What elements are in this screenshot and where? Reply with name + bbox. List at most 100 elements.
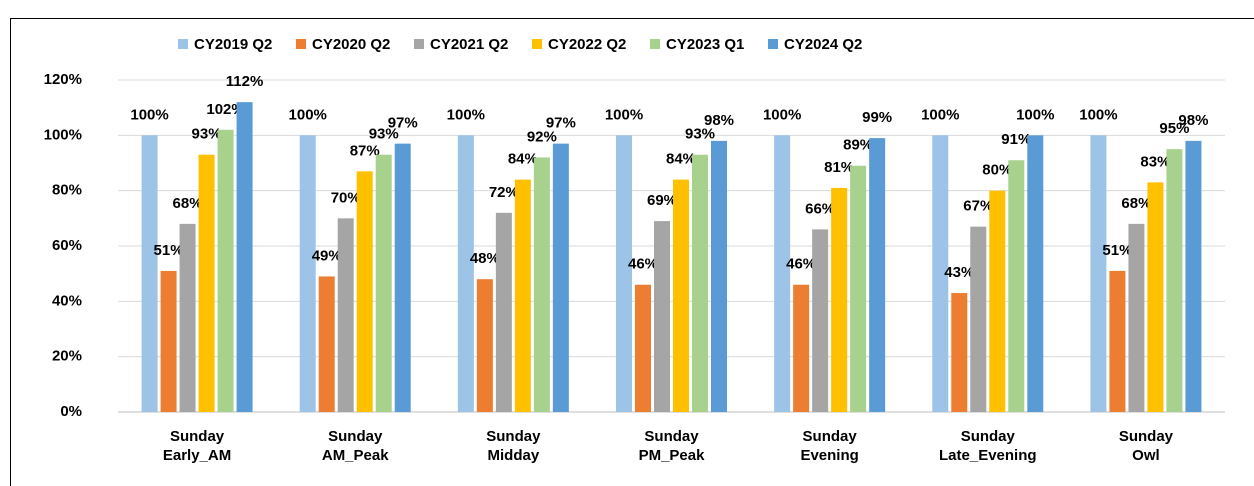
data-label: 80% [982, 162, 1012, 179]
x-tick-label: Sunday Evening [800, 428, 858, 464]
data-label: 95% [1159, 120, 1189, 137]
bar [654, 221, 670, 412]
data-label: 97% [546, 115, 576, 132]
bar [533, 157, 550, 412]
x-tick-label: Sunday PM_Peak [639, 428, 706, 464]
bar [812, 229, 829, 412]
bar [774, 135, 791, 413]
data-label: 68% [1121, 195, 1151, 212]
bar [869, 138, 886, 412]
bar [1090, 135, 1107, 413]
data-label: 100% [1016, 106, 1054, 123]
chart-border [10, 18, 1254, 486]
y-tick-label: 60% [52, 237, 82, 254]
bar [356, 171, 373, 412]
bar [141, 135, 158, 413]
bar [635, 284, 651, 412]
bar [394, 143, 411, 412]
bar [989, 190, 1006, 412]
bar [318, 276, 335, 412]
legend-label: CY2020 Q2 [312, 36, 390, 53]
bar [850, 165, 867, 412]
y-tick-label: 80% [52, 182, 82, 199]
data-label: 100% [447, 106, 485, 123]
data-label: 67% [963, 198, 993, 215]
bar [970, 226, 987, 412]
bar [932, 135, 949, 413]
bar [179, 223, 196, 412]
bar [673, 179, 689, 412]
bar [476, 279, 493, 412]
data-label: 87% [350, 142, 380, 159]
data-label: 100% [921, 106, 959, 123]
bar [217, 129, 234, 413]
data-label: 93% [369, 126, 399, 143]
data-label: 51% [154, 242, 184, 259]
y-tick-label: 100% [44, 126, 82, 143]
data-label: 83% [1140, 153, 1170, 170]
data-label: 81% [824, 159, 854, 176]
bar [793, 284, 810, 412]
legend-swatch [768, 39, 778, 49]
legend-label: CY2019 Q2 [194, 36, 272, 53]
bar [1027, 135, 1044, 413]
bar [495, 212, 512, 412]
bar [160, 270, 177, 412]
data-label: 100% [1079, 106, 1117, 123]
data-label: 43% [944, 264, 974, 281]
data-label: 93% [685, 126, 715, 143]
legend-swatch [532, 39, 542, 49]
data-label: 112% [226, 73, 264, 90]
legend-swatch [296, 39, 306, 49]
bar [375, 154, 392, 412]
y-tick-label: 20% [52, 348, 82, 365]
legend-swatch [178, 39, 188, 49]
data-label: 89% [843, 137, 873, 154]
data-label: 98% [1178, 112, 1208, 129]
bar [951, 293, 968, 412]
data-label: 100% [605, 106, 643, 123]
data-label: 72% [489, 184, 519, 201]
bar [457, 135, 474, 413]
data-label: 70% [331, 189, 361, 206]
data-label: 98% [704, 112, 734, 129]
data-label: 84% [508, 151, 538, 168]
bar [616, 135, 632, 413]
bar [1109, 270, 1126, 412]
data-label: 102% [206, 101, 244, 118]
x-tick-label: Sunday Owl [1119, 428, 1174, 464]
data-label: 92% [527, 128, 557, 145]
bar [1147, 182, 1164, 412]
bar [1185, 140, 1202, 412]
bar [552, 143, 569, 412]
y-tick-label: 0% [60, 403, 82, 420]
y-tick-label: 120% [44, 71, 82, 88]
bar [514, 179, 531, 412]
data-label: 97% [388, 115, 418, 132]
data-label: 99% [862, 109, 892, 126]
data-label: 46% [628, 256, 658, 273]
bar [1128, 223, 1145, 412]
bar [337, 218, 354, 412]
bar [692, 154, 708, 412]
bar [236, 102, 253, 412]
bar [711, 140, 727, 412]
data-label: 91% [1001, 131, 1031, 148]
data-label: 48% [470, 250, 500, 267]
bar [1008, 160, 1025, 412]
data-label: 93% [192, 126, 222, 143]
x-tick-label: Sunday Early_AM [163, 428, 231, 464]
y-tick-label: 40% [52, 292, 82, 309]
legend-label: CY2024 Q2 [784, 36, 862, 53]
data-label: 100% [289, 106, 327, 123]
legend-label: CY2021 Q2 [430, 36, 508, 53]
data-label: 68% [173, 195, 203, 212]
legend-label: CY2022 Q2 [548, 36, 626, 53]
data-label: 46% [786, 256, 816, 273]
x-tick-label: Sunday AM_Peak [322, 428, 389, 464]
data-label: 100% [130, 106, 168, 123]
bar [1166, 149, 1183, 412]
legend-label: CY2023 Q1 [666, 36, 744, 53]
bar [831, 187, 848, 412]
